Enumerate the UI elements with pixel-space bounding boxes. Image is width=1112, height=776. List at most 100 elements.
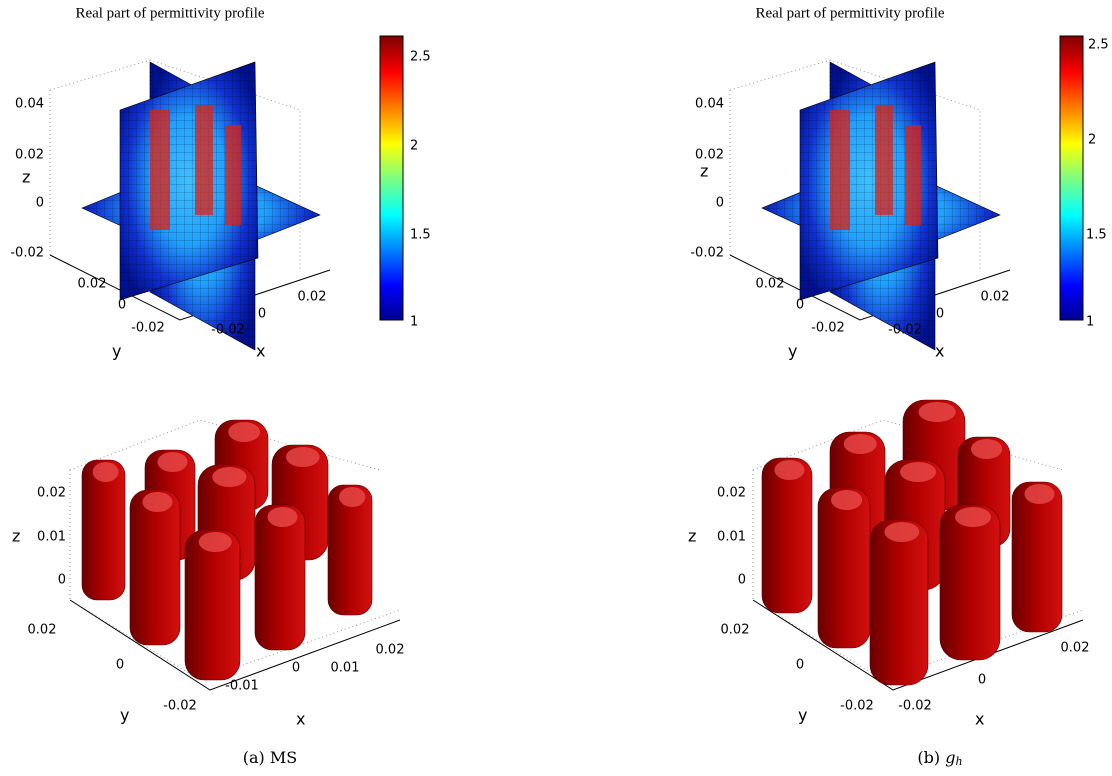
y-label: y [788,342,797,361]
caption-symbol: g [945,748,955,767]
isosurface-rod [1012,482,1062,632]
isosurface-rod [130,490,180,645]
z-label: z [22,168,30,187]
z-tick-label: 0.01 [37,530,66,545]
rod-cap [844,434,877,454]
high-region [905,125,921,225]
x-tick-label: 0 [292,661,300,676]
x-label: x [935,342,944,361]
z-tick-label: 0 [738,573,746,588]
colorbar-tick-label: 2.5 [1088,38,1109,53]
isosurface-rod [940,505,1000,660]
z-tick-label: 0.02 [717,486,746,501]
rod-cap [900,462,936,482]
x-tick-label: 0 [258,307,266,322]
figure: Real part of permittivity profile 0.04 0… [0,0,1112,776]
x-label: x [296,710,305,729]
rod-cap [831,490,862,510]
isosurface-rod [870,520,928,685]
isosurface-rod [818,488,870,648]
z-label: z [700,162,708,181]
panel-title: Real part of permittivity profile [75,5,264,21]
z-tick-label: 0.01 [717,530,746,545]
x-tick-label: 0.02 [1061,641,1090,656]
y-tick-label: 0.02 [756,277,785,292]
panel-title: Real part of permittivity profile [755,5,944,21]
x-tick-label: -0.02 [888,323,922,338]
x-tick-label: 0.02 [981,290,1010,305]
rod-cap [199,532,232,552]
y-tick-label: 0 [116,658,124,673]
caption: (b) gh [917,748,962,769]
y-tick-label: 0.02 [78,277,107,292]
colorbar-tick-label: 2.5 [410,50,431,65]
y-label: y [120,706,129,725]
caption-text: MS [270,748,297,767]
colorbar-tick-label: 1 [410,315,418,330]
colorbar-tick-label: 2 [1088,133,1096,148]
z-tick-label: 0.02 [37,486,66,501]
rod-cap [143,492,173,512]
rod-cap [158,452,188,472]
z-label: z [688,527,696,546]
z-tick-label: 0 [36,196,44,211]
rod-cap [286,447,320,467]
rod-cap [775,460,805,480]
rod-cap [955,507,991,527]
rod-cap [268,507,298,527]
high-region [830,110,850,230]
rod-cap [885,522,920,542]
rod-cap [919,402,956,422]
x-tick-label: -0.02 [211,323,245,338]
rod-cap [971,439,1002,459]
rod-cap [93,462,119,482]
y-tick-label: 0 [118,298,126,313]
z-tick-label: 0 [716,196,724,211]
y-tick-label: 0 [796,658,804,673]
x-tick-label: 0.01 [331,661,360,676]
y-tick-label: 0.02 [721,623,750,638]
x-tick-label: 0 [978,673,986,688]
z-tick-label: 0 [58,573,66,588]
rod-cap [212,467,246,487]
z-tick-label: 0.04 [15,97,44,112]
colorbar-tick-label: 2 [410,139,418,154]
x-label: x [256,342,265,361]
x-tick-label: 0.02 [298,290,327,305]
isosurface-rod [762,458,812,613]
colorbar [380,36,403,320]
caption-label: (a) [243,748,265,767]
rod-cap [339,487,365,507]
z-tick-label: 0.02 [15,148,44,163]
rod-cap [1025,484,1055,504]
y-tick-label: -0.02 [163,699,197,714]
high-region [875,105,893,215]
z-label: z [12,527,20,546]
caption-subscript: h [955,755,962,768]
rod-cap [228,422,260,442]
y-tick-label: 0.02 [28,623,57,638]
y-tick-label: -0.02 [840,699,874,714]
x-tick-label: 0.02 [376,643,405,658]
x-tick-label: 0 [936,307,944,322]
x-tick-label: -0.02 [898,699,932,714]
isosurface-rod [185,530,240,680]
colorbar-tick-label: 1 [1086,315,1094,330]
y-tick-label: -0.02 [131,321,165,336]
colorbar-tick-label: 1.5 [410,228,431,243]
high-region [225,125,241,225]
z-tick-label: -0.02 [690,246,724,261]
caption-label: (b) [917,748,940,767]
z-tick-label: 0.02 [695,148,724,163]
high-region [150,110,170,230]
x-tick-label: -0.01 [225,679,259,694]
caption: (a) MS [243,748,297,767]
z-tick-label: -0.02 [10,246,44,261]
y-label: y [798,706,807,725]
plot-shapes [50,36,1083,690]
x-label: x [975,710,984,729]
high-region [195,105,213,215]
y-tick-label: 0 [796,298,804,313]
z-tick-label: 0.04 [695,97,724,112]
colorbar-tick-label: 1.5 [1086,228,1107,243]
